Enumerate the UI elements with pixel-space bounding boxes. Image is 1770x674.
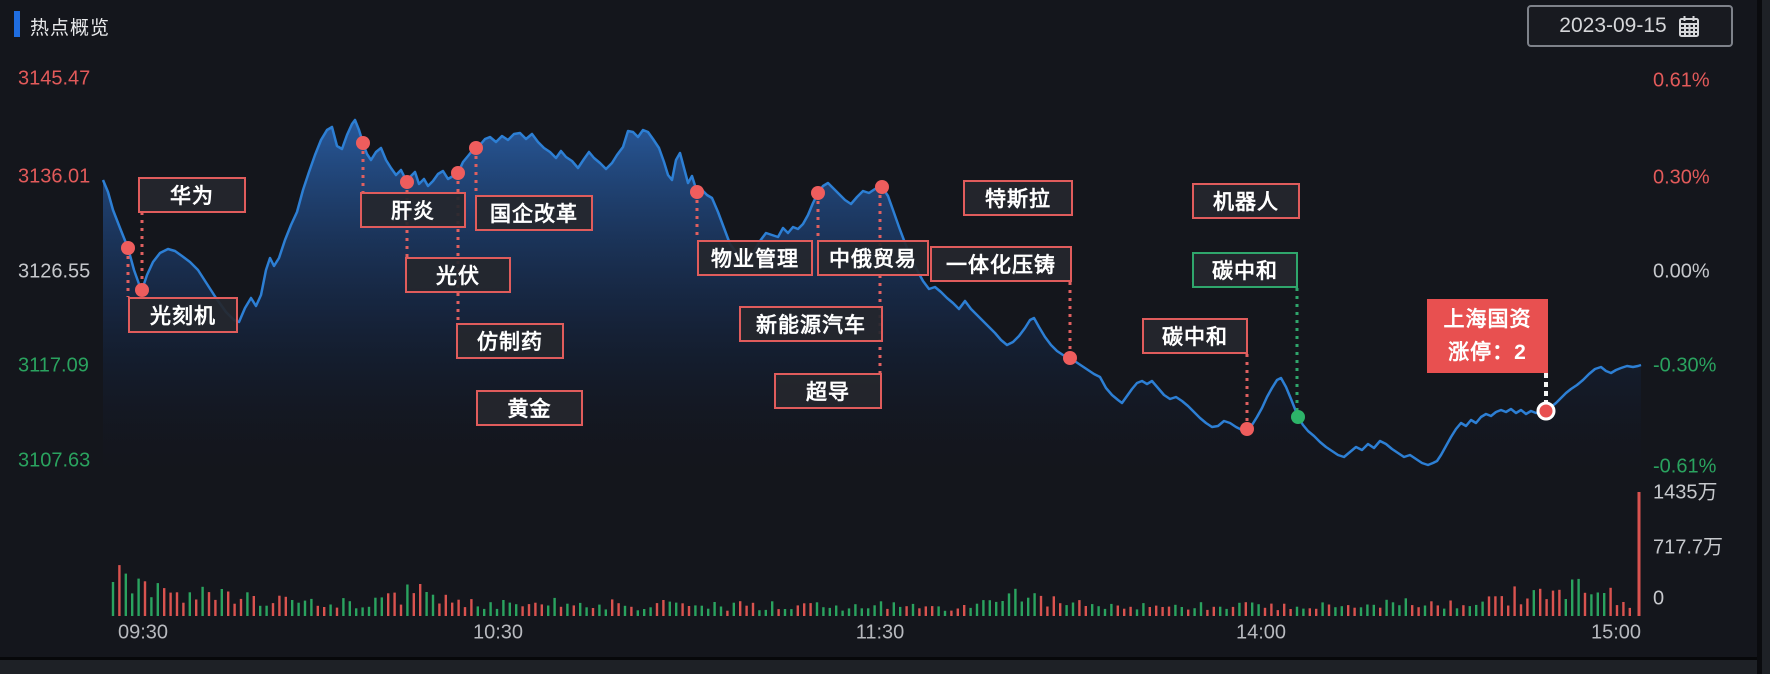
event-dot — [451, 166, 465, 180]
event-dot — [1291, 410, 1305, 424]
event-dot — [1240, 422, 1254, 436]
price-line — [101, 118, 1642, 467]
highlight-dot — [1536, 401, 1556, 421]
event-label[interactable]: 新能源汽车 — [739, 306, 883, 342]
event-label[interactable]: 黄金 — [476, 390, 583, 426]
event-label[interactable]: 碳中和 — [1142, 318, 1248, 354]
event-dot — [1063, 351, 1077, 365]
event-dot — [121, 241, 135, 255]
volume-spike-bar — [1637, 492, 1641, 616]
event-dot — [811, 186, 825, 200]
event-dot — [469, 141, 483, 155]
date-value: 2023-09-15 — [1559, 14, 1667, 37]
event-label[interactable]: 仿制药 — [456, 323, 564, 359]
event-label[interactable]: 肝炎 — [360, 192, 466, 228]
highlight-label[interactable]: 上海国资涨停：2 — [1427, 299, 1548, 373]
event-label[interactable]: 物业管理 — [697, 240, 813, 276]
event-label[interactable]: 碳中和 — [1192, 252, 1298, 288]
title-accent-bar — [14, 11, 20, 37]
event-label[interactable]: 机器人 — [1192, 183, 1300, 219]
calendar-icon — [1678, 16, 1699, 37]
event-dot — [400, 175, 414, 189]
price-area-fill — [103, 120, 1641, 467]
bottom-frame-strip — [0, 657, 1770, 674]
right-frame-strip — [1757, 0, 1770, 674]
event-dot — [356, 136, 370, 150]
event-label[interactable]: 光伏 — [405, 257, 511, 293]
highlight-label-line: 上海国资 — [1443, 308, 1532, 331]
event-label[interactable]: 光刻机 — [128, 297, 238, 333]
event-dot — [135, 283, 149, 297]
event-label[interactable]: 特斯拉 — [963, 180, 1073, 216]
event-label[interactable]: 国企改革 — [475, 195, 593, 231]
event-label[interactable]: 一体化压铸 — [930, 246, 1072, 282]
date-picker[interactable]: 2023-09-15 — [1527, 5, 1733, 47]
event-label[interactable]: 中俄贸易 — [817, 240, 929, 276]
event-label[interactable]: 华为 — [138, 177, 246, 213]
event-label[interactable]: 超导 — [774, 373, 882, 409]
event-dot — [875, 180, 889, 194]
page-title: 热点概览 — [30, 18, 111, 39]
volume-bars — [111, 565, 1631, 616]
event-dot — [690, 185, 704, 199]
highlight-label-line: 涨停：2 — [1448, 341, 1527, 364]
